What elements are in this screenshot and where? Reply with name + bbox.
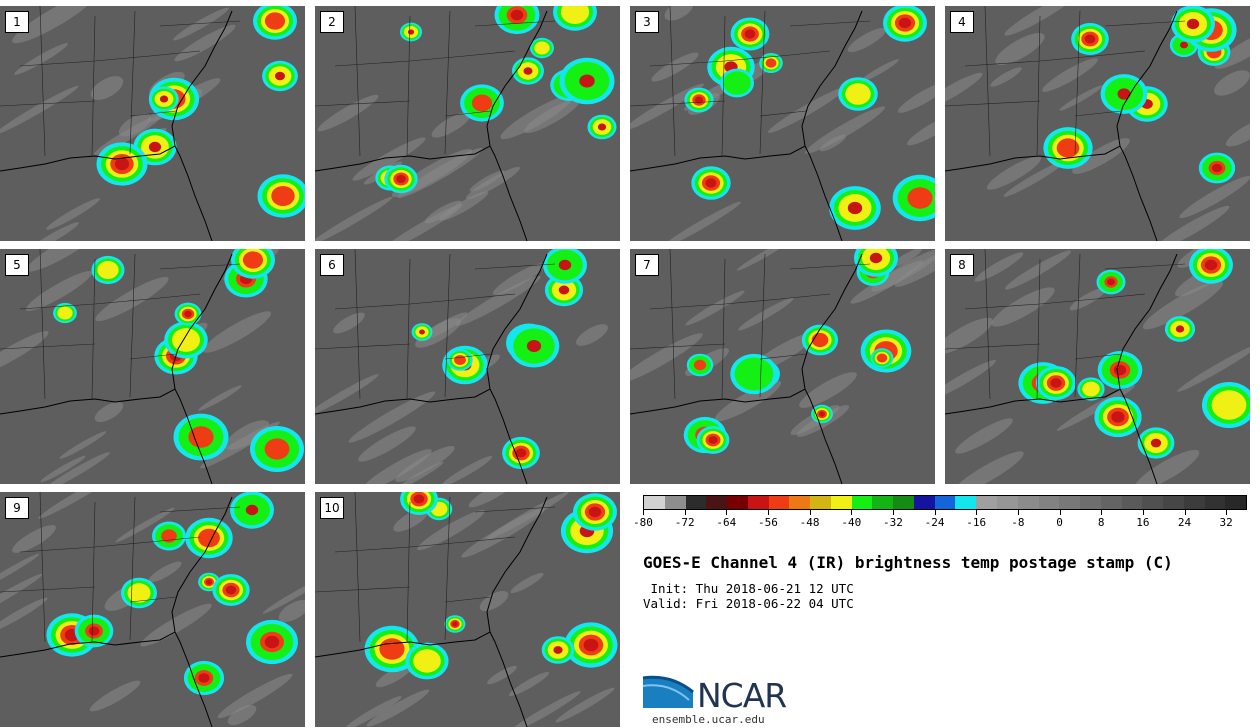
colorbar-tick-label: -16 (966, 516, 987, 529)
colorbar-tick (1226, 510, 1228, 515)
website-url[interactable]: ensemble.ucar.edu (652, 713, 765, 726)
colorbar-tick (809, 510, 811, 515)
panel-number-label: 2 (320, 11, 344, 33)
colorbar-segment (1080, 496, 1101, 509)
colorbar-segment (644, 496, 665, 509)
ir-satellite-map (630, 6, 935, 241)
colorbar-segment (851, 496, 873, 509)
stamp-panel-10: 10 (315, 492, 620, 727)
panel-number-label: 7 (635, 254, 659, 276)
colorbar-tick (1101, 510, 1103, 515)
colorbar-segment (768, 496, 790, 509)
colorbar-tick-label: -56 (758, 516, 778, 529)
stamp-panel-5: 5 (0, 249, 305, 484)
colorbar-ticks: -80 -72 -64 -56 -48 -40 -32 -24 -16 -8 0 8 16 24 32 (633, 510, 1247, 530)
ir-satellite-map (0, 6, 305, 241)
colorbar-tick (1017, 510, 1019, 515)
colorbar-tick-label: -8 (1011, 516, 1025, 529)
colorbar-tick (684, 510, 686, 515)
colorbar-tick (1184, 510, 1186, 515)
colorbar-tick-label: 24 (1177, 516, 1192, 529)
panel-number-label: 5 (5, 254, 29, 276)
colorbar-segment (1183, 496, 1205, 509)
colorbar-tick (892, 510, 894, 515)
colorbar-segment (1204, 496, 1226, 509)
stamp-panel-3: 3 (630, 6, 935, 241)
stamp-panel-4: 4 (945, 6, 1250, 241)
ir-satellite-map (945, 249, 1250, 484)
colorbar-segment (893, 496, 914, 509)
colorbar-tick (1059, 510, 1061, 515)
ir-satellite-map (315, 6, 617, 241)
colorbar (643, 495, 1247, 510)
panel-number-label: 8 (950, 254, 974, 276)
colorbar-tick-label: 0 (1056, 516, 1063, 529)
colorbar-segment (1017, 496, 1039, 509)
colorbar-segment (664, 496, 686, 509)
colorbar-tick (726, 510, 728, 515)
ir-satellite-map (630, 249, 935, 484)
panel-number-label: 3 (635, 11, 659, 33)
colorbar-tick-label: 16 (1136, 516, 1150, 529)
colorbar-segment (997, 496, 1018, 509)
colorbar-segment (1059, 496, 1081, 509)
ir-satellite-map (315, 249, 608, 484)
colorbar-tick-label: 32 (1219, 516, 1233, 529)
logo-text: NCAR (697, 676, 787, 715)
ir-satellite-map (0, 492, 305, 727)
colorbar-tick-label: -32 (882, 516, 903, 529)
colorbar-tick (767, 510, 769, 515)
colorbar-segment (1038, 496, 1060, 509)
colorbar-tick (851, 510, 853, 515)
colorbar-segment (747, 496, 769, 509)
colorbar-tick (934, 510, 936, 515)
colorbar-segment (789, 496, 811, 509)
colorbar-segment (706, 496, 728, 509)
stamp-panel-7: 7 (630, 249, 935, 484)
colorbar-segment (872, 496, 894, 509)
valid-time: Valid: Fri 2018-06-22 04 UTC (643, 596, 854, 611)
panel-number-label: 9 (5, 497, 29, 519)
colorbar-segment (1142, 496, 1164, 509)
colorbar-segment (830, 496, 852, 509)
colorbar-tick-label: -40 (841, 516, 862, 529)
colorbar-segment (810, 496, 831, 509)
ncar-logo-icon (641, 672, 694, 710)
colorbar-segment (1163, 496, 1184, 509)
colorbar-tick (1142, 510, 1144, 515)
stamp-panel-2: 2 (315, 6, 620, 241)
stamp-panel-1: 1 (0, 6, 305, 241)
colorbar-tick (976, 510, 978, 515)
colorbar-segment (913, 496, 935, 509)
panel-number-label: 4 (950, 11, 974, 33)
stamp-panel-6: 6 (315, 249, 620, 484)
colorbar-segment (685, 496, 707, 509)
panel-number-label: 6 (320, 254, 344, 276)
colorbar-segment (976, 496, 998, 509)
init-time: Init: Thu 2018-06-21 12 UTC (643, 581, 854, 596)
ir-satellite-map (945, 6, 1250, 241)
stamp-panel-9: 9 (0, 492, 305, 727)
colorbar-segment (727, 496, 748, 509)
colorbar-tick-label: -72 (674, 516, 695, 529)
colorbar-tick-label: -64 (716, 516, 737, 529)
stamp-panel-8: 8 (945, 249, 1250, 484)
panel-number-label: 1 (5, 11, 29, 33)
colorbar-segment (1121, 496, 1143, 509)
colorbar-tick (643, 510, 644, 515)
colorbar-segment (1100, 496, 1122, 509)
colorbar-segment (1225, 496, 1247, 509)
colorbar-tick-label: -48 (799, 516, 820, 529)
colorbar-tick-label: -24 (924, 516, 945, 529)
colorbar-tick-label: 8 (1097, 516, 1105, 529)
colorbar-segment (934, 496, 956, 509)
ir-satellite-map (315, 492, 618, 727)
panel-number-label: 10 (320, 497, 344, 519)
colorbar-segment (955, 496, 977, 509)
colorbar-tick-label: -80 (633, 516, 653, 529)
ir-satellite-map (0, 249, 304, 484)
figure-title: GOES-E Channel 4 (IR) brightness temp po… (643, 553, 1173, 572)
